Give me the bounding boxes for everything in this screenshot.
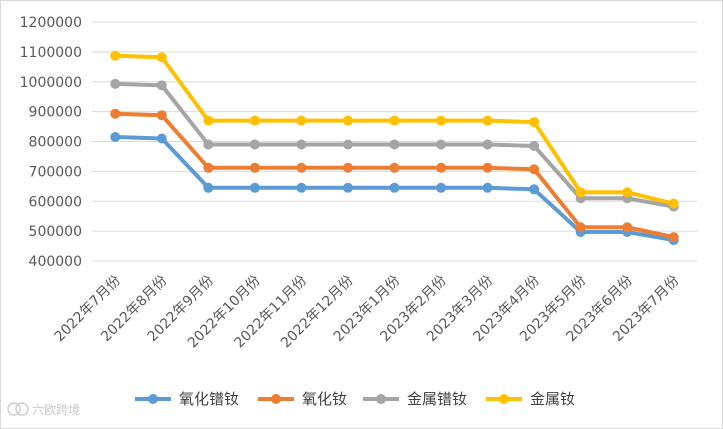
y-axis-ticks: 400000 500000 600000 700000 800000 900000 1000… — [20, 15, 82, 270]
data-point — [156, 80, 167, 91]
data-point — [436, 182, 447, 193]
y-tick-label: 900000 — [29, 105, 82, 121]
series-3 — [110, 50, 679, 209]
data-point — [342, 182, 353, 193]
y-tick-label: 1100000 — [20, 45, 82, 61]
data-point — [342, 139, 353, 150]
data-point — [436, 139, 447, 150]
data-point — [436, 162, 447, 173]
watermark-logo-icon — [7, 402, 29, 416]
data-point — [110, 108, 121, 119]
data-point — [203, 115, 214, 126]
legend-swatch-marker — [376, 394, 386, 404]
y-tick-label: 1200000 — [20, 15, 82, 31]
data-point — [296, 162, 307, 173]
data-point — [482, 139, 493, 150]
data-point — [668, 198, 679, 209]
legend-item: 金属镨钕 — [363, 390, 467, 408]
data-point — [342, 162, 353, 173]
y-tick-label: 1000000 — [20, 75, 82, 91]
data-point — [389, 139, 400, 150]
data-point — [389, 162, 400, 173]
legend-label: 金属镨钕 — [407, 390, 467, 408]
data-point — [575, 187, 586, 198]
data-point — [203, 162, 214, 173]
legend: 氧化镨钕 氧化钕 金属镨钕 金属钕 — [135, 390, 575, 408]
data-point — [389, 115, 400, 126]
legend-label: 氧化钕 — [302, 390, 347, 408]
legend-label: 氧化镨钕 — [179, 390, 239, 408]
series-lines — [110, 50, 679, 246]
data-point — [389, 182, 400, 193]
data-point — [529, 117, 540, 128]
series-1 — [110, 108, 679, 243]
data-point — [110, 78, 121, 89]
data-point — [436, 115, 447, 126]
data-point — [668, 232, 679, 243]
data-point — [296, 182, 307, 193]
data-point — [156, 110, 167, 121]
legend-item: 氧化钕 — [258, 390, 347, 408]
legend-swatch-marker — [148, 394, 158, 404]
data-point — [482, 182, 493, 193]
legend-label: 金属钕 — [530, 390, 575, 408]
data-point — [249, 115, 260, 126]
watermark-text: 六欧跨境 — [32, 402, 80, 417]
y-tick-label: 600000 — [29, 194, 82, 210]
legend-item: 金属钕 — [486, 390, 575, 408]
data-point — [110, 50, 121, 61]
series-2 — [110, 78, 679, 212]
data-point — [249, 139, 260, 150]
y-tick-label: 800000 — [29, 135, 82, 151]
data-point — [342, 115, 353, 126]
data-point — [296, 139, 307, 150]
data-point — [249, 162, 260, 173]
legend-swatch-marker — [499, 394, 509, 404]
data-point — [110, 132, 121, 143]
legend-item: 氧化镨钕 — [135, 390, 239, 408]
data-point — [203, 182, 214, 193]
data-point — [529, 184, 540, 195]
data-point — [529, 140, 540, 151]
data-point — [249, 182, 260, 193]
data-point — [482, 115, 493, 126]
data-point — [156, 52, 167, 63]
data-point — [622, 222, 633, 233]
y-tick-label: 400000 — [29, 254, 82, 270]
data-point — [296, 115, 307, 126]
data-point — [482, 162, 493, 173]
watermark: 六欧跨境 — [7, 402, 80, 417]
data-point — [156, 133, 167, 144]
data-point — [622, 187, 633, 198]
data-point — [575, 222, 586, 233]
data-point — [529, 164, 540, 175]
data-point — [203, 139, 214, 150]
y-tick-label: 700000 — [29, 164, 82, 180]
legend-swatch-marker — [271, 394, 281, 404]
y-tick-label: 500000 — [29, 224, 82, 240]
